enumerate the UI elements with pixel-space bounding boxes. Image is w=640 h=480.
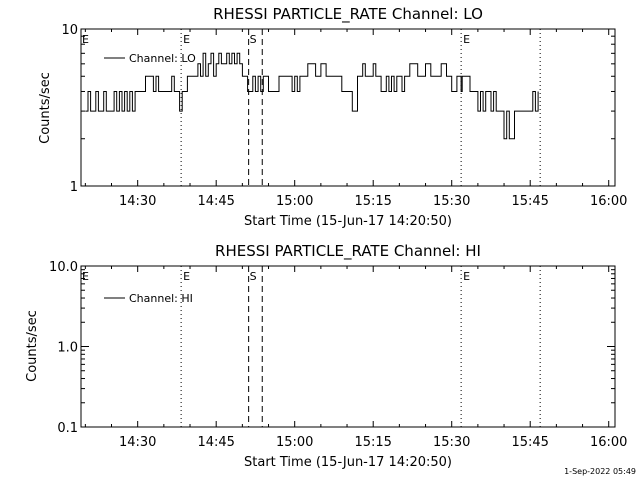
panel-lo-legend-label: Channel: LO <box>129 52 196 65</box>
panel-hi-title: RHESSI PARTICLE_RATE Channel: HI <box>215 242 481 261</box>
panel-lo-xtick-label: 16:00 <box>590 194 627 209</box>
panel-lo-marker-label: E <box>463 33 470 46</box>
panel-hi-y-axis: 0.1 1.0 10.0 <box>49 260 615 436</box>
panel-lo-xlabel: Start Time (15-Jun-17 14:20:50) <box>244 214 452 229</box>
panel-hi-xlabel: Start Time (15-Jun-17 14:20:50) <box>244 455 452 470</box>
panel-hi-xtick-label: 14:45 <box>197 435 234 450</box>
panel-hi-ytick-label: 10.0 <box>49 260 78 275</box>
panel-hi-legend: Channel: HI <box>104 292 193 305</box>
panel-hi-legend-label: Channel: HI <box>129 292 193 305</box>
panel-lo-plot-frame <box>80 28 616 187</box>
panel-hi-markers: E ESE <box>82 266 541 427</box>
panel-lo-xtick-label: 14:45 <box>197 194 234 209</box>
panel-lo-xtick-label: 15:45 <box>511 194 548 209</box>
panel-lo-legend: Channel: LO <box>104 52 196 65</box>
panel-lo-x-axis: 14:30 14:45 15:00 15:15 15:30 15:45 16:00 <box>84 29 627 209</box>
panel-lo-xtick-label: 15:00 <box>276 194 313 209</box>
panel-hi-xtick-label: 15:45 <box>511 435 548 450</box>
panel-lo-marker-label: E <box>183 33 190 46</box>
panel-lo-xtick-label: 15:15 <box>354 194 391 209</box>
panel-hi-xtick-label: 14:30 <box>119 435 156 450</box>
panel-lo-marker-label: E <box>82 33 89 46</box>
panel-hi-xtick-label: 15:00 <box>276 435 313 450</box>
panel-hi-marker-label: E <box>463 270 470 283</box>
footer-timestamp: 1-Sep-2022 05:49 <box>564 467 636 476</box>
panel-hi: RHESSI PARTICLE_RATE Channel: HI Counts/… <box>25 242 627 470</box>
panel-lo-title: RHESSI PARTICLE_RATE Channel: LO <box>213 5 483 24</box>
panel-hi-ytick-label: 1.0 <box>57 341 78 356</box>
panel-lo-y-axis: 1 10 <box>61 23 615 195</box>
panel-lo-ytick-label: 1 <box>70 180 78 195</box>
panel-hi-x-axis: 14:30 14:45 15:00 15:15 15:30 15:45 16:00 <box>84 266 627 450</box>
panel-hi-marker-label: E <box>183 270 190 283</box>
panel-lo-series <box>85 52 539 140</box>
panel-lo-xtick-label: 14:30 <box>119 194 156 209</box>
panel-lo-series-line <box>85 52 539 140</box>
panel-lo-xtick-label: 15:30 <box>433 194 470 209</box>
panel-lo-markers: E ESE <box>82 29 541 186</box>
panel-hi-xtick-label: 16:00 <box>590 435 627 450</box>
panel-hi-marker-label: E <box>82 270 89 283</box>
panel-hi-ylabel: Counts/sec <box>25 310 40 382</box>
panel-hi-ytick-label: 0.1 <box>57 421 78 436</box>
panel-lo: RHESSI PARTICLE_RATE Channel: LO Counts/… <box>38 5 627 229</box>
panel-lo-ylabel: Counts/sec <box>38 72 53 144</box>
panel-hi-xtick-label: 15:30 <box>433 435 470 450</box>
panel-hi-xtick-label: 15:15 <box>354 435 391 450</box>
panel-hi-marker-label: S <box>250 270 257 283</box>
panel-lo-marker-label: S <box>250 33 257 46</box>
panel-lo-ytick-label: 10 <box>61 23 78 38</box>
